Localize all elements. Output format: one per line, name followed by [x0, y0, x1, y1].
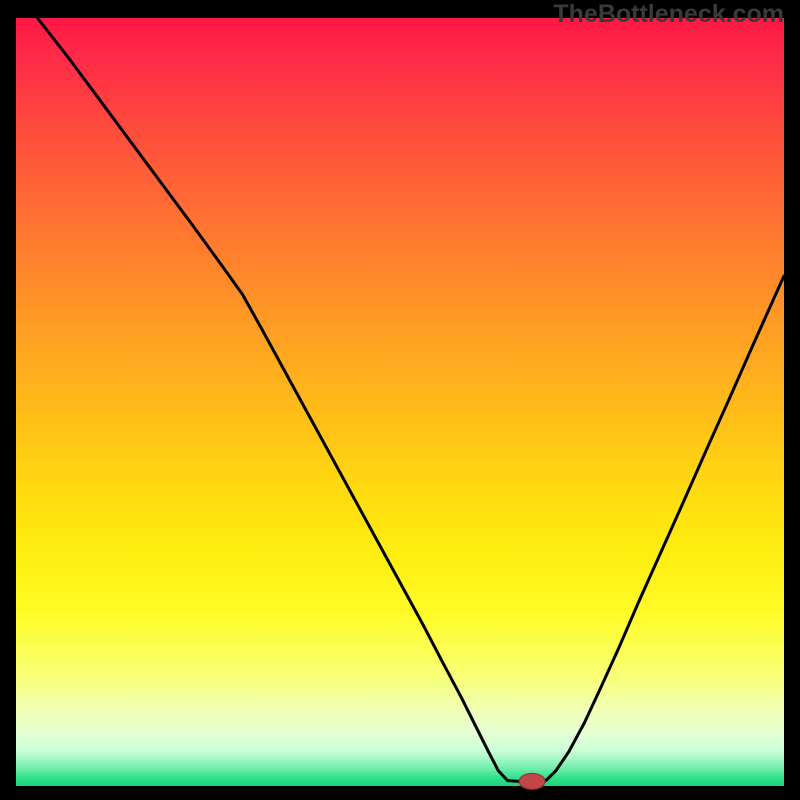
optimal-marker	[16, 18, 784, 786]
plot-area	[16, 18, 784, 786]
chart-stage: TheBottleneck.com	[0, 0, 800, 800]
